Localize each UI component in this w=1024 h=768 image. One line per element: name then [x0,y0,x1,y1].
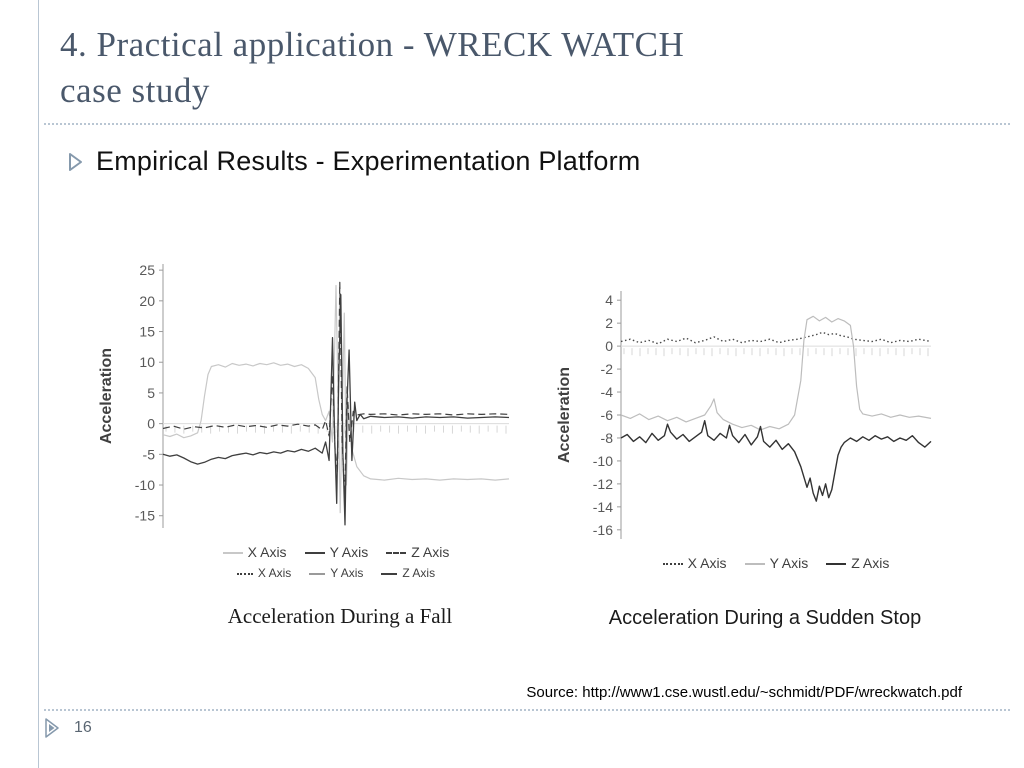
y-axis-title: Acceleration [98,348,115,444]
legend-sample-solid-icon [309,572,326,575]
y-tick-label: 25 [139,262,155,278]
legend-label: Z Axis [411,544,450,560]
legend-item: X Axis [662,555,727,571]
y-tick-label: 15 [139,324,155,340]
caption-sudden-stop: Acceleration During a Sudden Stop [608,607,922,629]
y-tick-label: -4 [601,384,614,400]
series-line-x-axis [162,284,510,514]
legend-item: Z Axis [826,555,889,571]
chart-acceleration-sudden-stop: 4 2 0 -2 -4 -6 -8 -10 -12 -14 -16 Acceleration X Axi… [553,285,937,571]
y-tick-label: -16 [593,522,613,538]
footer: 16 [44,718,92,738]
y-tick-label: 20 [139,293,155,309]
y-tick-label: -8 [601,430,614,446]
legend-sample-dotted-icon [236,572,253,575]
y-tick-label: -14 [593,499,613,515]
legend-label: X Axis [247,544,287,560]
page-title: 4. Practical application - WRECK WATCH c… [60,22,990,114]
legend-sample-solid-icon [826,563,847,566]
legend-sample-dashed-icon [386,552,407,555]
legend-sample-solid-icon [381,572,398,575]
legend-row: X Axis Y Axis Z Axis [157,566,515,580]
y-tick-label: 2 [605,315,613,331]
y-tick-label: -5 [143,446,156,462]
line-chart-svg: 4 2 0 -2 -4 -6 -8 -10 -12 -14 -16 Acceleration [556,291,932,539]
legend-row: X Axis Y Axis Z Axis [157,544,515,560]
page-arrow-icon [45,718,59,738]
legend-item: X Axis [222,544,287,560]
caption-fall: Acceleration During a Fall [227,604,453,628]
bullet-arrow-icon [69,152,82,171]
y-tick-label: 10 [139,354,155,370]
legend-item: Z Axis [381,566,435,580]
footer-divider [44,709,1010,711]
y-tick-label: 0 [147,416,155,432]
legend-sample-solid-icon [222,552,243,555]
legend-sample-dotted-icon [662,563,683,566]
legend-item: Y Axis [744,555,809,571]
chart-acceleration-fall: 25 20 15 10 5 0 -5 -10 -15 Acceleration X Axis Y Ax… [95,258,515,580]
line-chart-svg: 25 20 15 10 5 0 -5 -10 -15 Acceleration [98,262,510,528]
title-line-1: 4. Practical application - WRECK WATCH [60,25,685,64]
title-line-2: case study [60,71,210,111]
legend-label: Y Axis [769,555,809,571]
legend-sample-solid-icon [744,563,765,566]
legend-label: X Axis [687,555,727,571]
legend-label: Z Axis [851,555,890,571]
legend-item: X Axis [236,566,292,580]
bullet-text: Empirical Results - Experimentation Plat… [96,146,641,176]
legend-label: Z Axis [402,566,436,580]
y-axis-title: Acceleration [556,367,573,463]
y-tick-label: -12 [593,476,613,492]
y-tick-label: 5 [147,385,155,401]
y-tick-label: -10 [135,477,155,493]
legend-item: Z Axis [386,544,449,560]
series-line-y-axis [620,315,932,431]
legend-item: Y Axis [304,544,369,560]
legend-label: Y Axis [329,544,369,560]
y-tick-label: -15 [135,508,155,524]
series-line-x-axis [620,331,932,345]
series-line-y-axis [162,294,510,526]
legend-label: X Axis [257,566,292,580]
series-line-z-axis [620,419,932,502]
page-number: 16 [74,719,92,736]
legend-item: Y Axis [309,566,363,580]
series-line-z-axis [162,281,510,498]
bullet-item: Empirical Results - Experimentation Plat… [68,146,640,177]
y-tick-label: -10 [593,453,613,469]
legend-row: X Axis Y Axis Z Axis [615,555,937,571]
title-divider [44,123,1010,125]
legend-sample-solid-icon [304,552,325,555]
y-tick-label: 0 [605,338,613,354]
source-text: Source: http://www1.cse.wustl.edu/~schmi… [526,684,962,701]
y-tick-label: 4 [605,292,613,308]
y-tick-label: -6 [601,407,614,423]
y-tick-label: -2 [601,361,614,377]
left-border-line [38,0,39,768]
legend-label: Y Axis [330,566,364,580]
